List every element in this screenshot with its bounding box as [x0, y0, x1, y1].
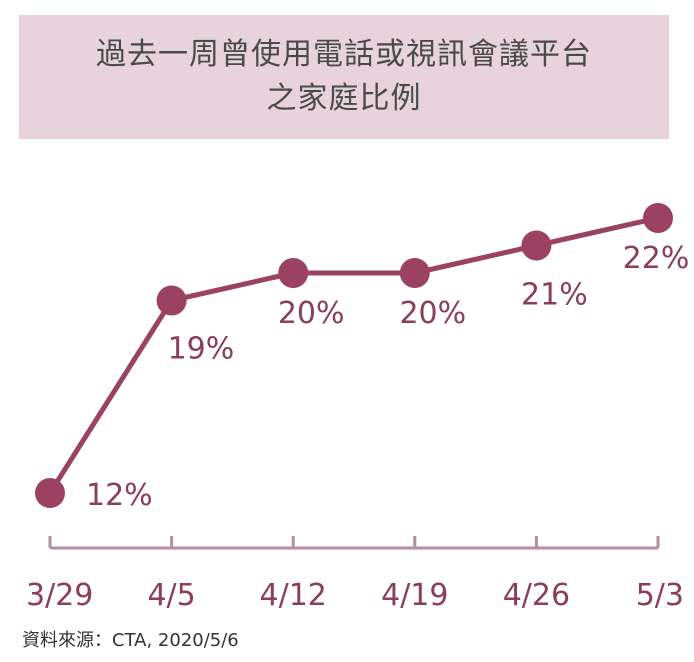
x-tick-label-1: 4/5 — [147, 578, 195, 613]
data-label-5: 22% — [623, 241, 690, 276]
data-point-5 — [643, 203, 673, 233]
x-tick-label-2: 4/12 — [260, 578, 327, 613]
x-tick-label-5: 5/3 — [636, 578, 684, 613]
x-tick-label-3: 4/19 — [381, 578, 448, 613]
x-tick-label-0: 3/29 — [26, 578, 93, 613]
chart-title-line-1: 過去一周曾使用電話或視訊會議平台 — [96, 37, 592, 72]
x-tick-label-4: 4/26 — [503, 578, 570, 613]
data-label-0: 12% — [86, 478, 153, 513]
source-note: 資料來源：CTA, 2020/5/6 — [22, 630, 239, 651]
series-line — [47, 215, 659, 495]
data-label-1: 19% — [168, 332, 235, 367]
data-point-4 — [521, 230, 552, 261]
data-label-3: 20% — [399, 296, 466, 331]
data-point-1 — [156, 285, 187, 316]
data-label-4: 21% — [521, 278, 588, 313]
chart-title: 過去一周曾使用電話或視訊會議平台 之家庭比例 — [19, 15, 669, 139]
data-label-2: 20% — [278, 296, 345, 331]
data-point-0 — [35, 478, 65, 508]
data-point-2 — [278, 258, 309, 288]
data-point-3 — [399, 258, 430, 288]
chart-title-line-2: 之家庭比例 — [266, 81, 422, 116]
